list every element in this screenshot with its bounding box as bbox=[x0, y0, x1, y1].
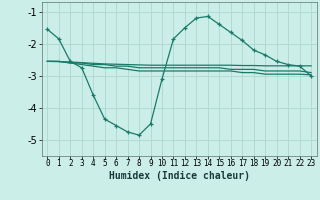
X-axis label: Humidex (Indice chaleur): Humidex (Indice chaleur) bbox=[109, 171, 250, 181]
